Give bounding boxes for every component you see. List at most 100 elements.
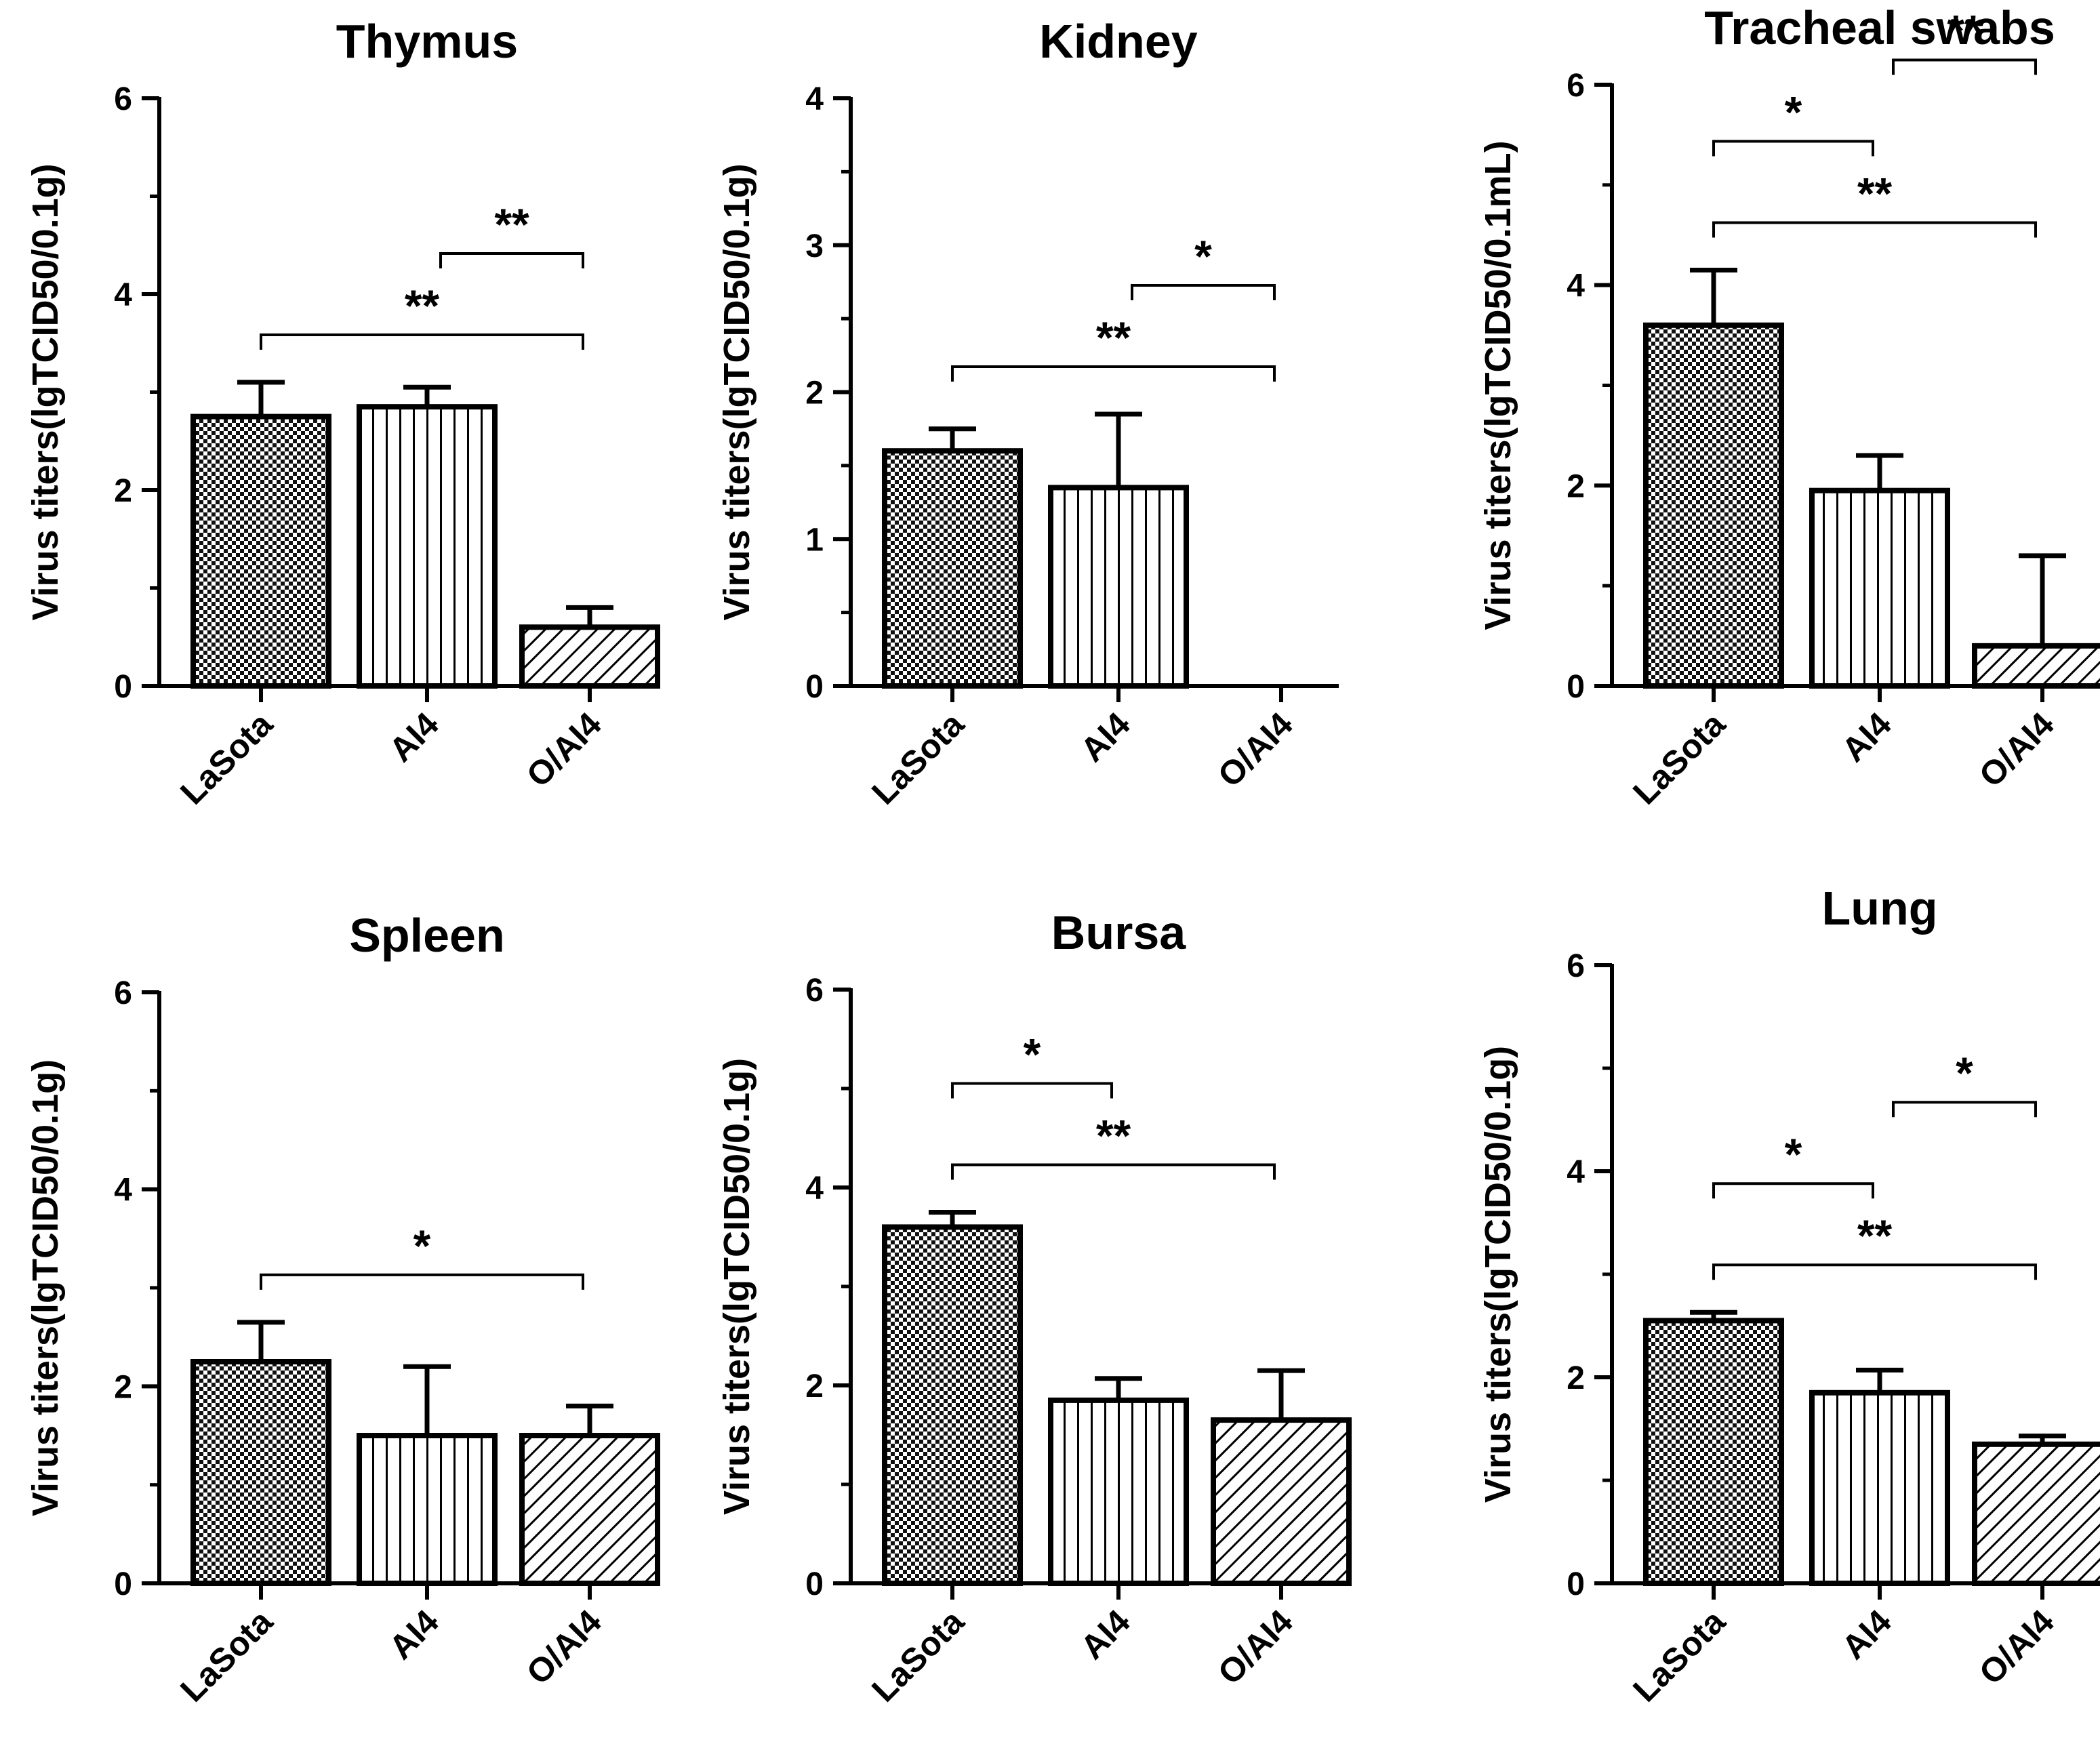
significance-label: * [1024, 1030, 1041, 1080]
y-axis-label: Virus titers(lgTCID50/0.1g) [716, 1058, 757, 1515]
bar [190, 1359, 331, 1586]
significance-label: * [1785, 87, 1802, 137]
significance-bracket [1712, 221, 2037, 238]
significance-bracket [1892, 1101, 2037, 1118]
significance-bracket [1712, 1182, 1874, 1199]
bar [882, 448, 1023, 689]
category-label: AI4 [382, 1602, 446, 1667]
chart-panel: Thymus Virus titers(lgTCID50/0.1g) 0 2 4 6 LaS… [25, 15, 660, 812]
significance-bracket [439, 252, 584, 269]
bar [1809, 487, 1950, 689]
chart-panel: Bursa Virus titers(lgTCID50/0.1g) 0 2 4 6 LaSo… [716, 906, 1352, 1709]
chart-title: Thymus [336, 15, 518, 68]
significance-label: ** [1857, 168, 1893, 218]
y-tick-label: 0 [805, 1566, 824, 1602]
y-tick-label: 4 [114, 277, 132, 313]
bar [1048, 485, 1189, 689]
significance-bracket [1892, 58, 2037, 75]
y-tick-label: 4 [1567, 268, 1585, 304]
chart-panel: Kidney Virus titers(lgTCID50/0.1g) 0 1 2 3 4 La… [716, 15, 1339, 812]
significance-label: ** [405, 281, 440, 331]
category-label: AI4 [382, 705, 446, 769]
chart-panel: Spleen Virus titers(lgTCID50/0.1g) 0 2 4 6 LaS… [25, 909, 660, 1709]
bar [519, 624, 660, 689]
bar [1048, 1397, 1189, 1586]
category-label: O/AI4 [1972, 1602, 2061, 1692]
y-tick-label: 0 [805, 669, 824, 705]
bar [519, 1433, 660, 1586]
significance-bracket [951, 1163, 1276, 1180]
category-label: LaSota [864, 704, 971, 811]
category-label: O/AI4 [519, 1602, 609, 1692]
y-axis-label: Virus titers(lgTCID50/0.1g) [25, 163, 66, 620]
significance-label: * [1785, 1129, 1802, 1179]
significance-bracket [260, 333, 584, 350]
category-label: LaSota [173, 704, 280, 811]
y-axis-label: Virus titers(lgTCID50/0.1g) [1478, 1046, 1518, 1503]
y-tick-label: 4 [805, 81, 824, 117]
y-tick-label: 2 [1567, 1360, 1585, 1396]
category-label: LaSota [864, 1602, 971, 1709]
y-axis-label: Virus titers(lgTCID50/0.1g) [25, 1059, 66, 1516]
y-tick-label: 6 [805, 973, 824, 1009]
chart-title: Bursa [1051, 906, 1186, 959]
y-axis-label: Virus titers(lgTCID50/0.1g) [716, 163, 757, 620]
significance-bracket [1712, 140, 1874, 157]
y-tick-label: 3 [805, 228, 824, 264]
y-tick-label: 4 [805, 1171, 824, 1206]
y-tick-label: 2 [114, 473, 132, 509]
category-label: O/AI4 [1972, 705, 2061, 794]
y-tick-label: 6 [114, 81, 132, 117]
category-label: AI4 [1073, 705, 1137, 769]
chart-title: Spleen [349, 909, 505, 962]
significance-bracket [951, 1082, 1113, 1099]
bar [357, 404, 498, 689]
chart-panel: Lung Virus titers(lgTCID50/0.1g) 0 2 4 6 LaSot… [1478, 882, 2100, 1709]
y-tick-label: 0 [1567, 669, 1585, 705]
chart-panel: Tracheal swabs Virus titers(lgTCID50/0.1m… [1478, 1, 2100, 812]
bar [1809, 1389, 1950, 1587]
category-label: LaSota [1626, 1602, 1733, 1709]
y-tick-label: 1 [805, 522, 824, 558]
y-tick-label: 0 [114, 669, 132, 705]
significance-label: ** [1947, 5, 1982, 56]
bar [1972, 1441, 2100, 1587]
bar [882, 1224, 1023, 1586]
significance-label: * [413, 1221, 431, 1271]
y-axis-label: Virus titers(lgTCID50/0.1mL) [1478, 140, 1518, 630]
chart-title: Tracheal swabs [1704, 1, 2055, 54]
bar [190, 413, 331, 689]
significance-bracket [951, 365, 1276, 382]
y-tick-label: 6 [1567, 68, 1585, 104]
significance-bracket [260, 1273, 584, 1290]
category-label: LaSota [1626, 704, 1733, 811]
y-tick-label: 6 [114, 975, 132, 1011]
bar [1972, 643, 2100, 689]
significance-bracket [1131, 284, 1276, 301]
y-tick-label: 4 [1567, 1154, 1585, 1190]
y-tick-label: 2 [1567, 468, 1585, 504]
category-label: O/AI4 [519, 705, 609, 794]
y-tick-label: 0 [1567, 1566, 1585, 1602]
bar [1211, 1417, 1352, 1587]
chart-title: Lung [1821, 882, 1937, 935]
y-tick-label: 2 [805, 1368, 824, 1404]
category-label: O/AI4 [1211, 705, 1300, 794]
category-label: AI4 [1073, 1602, 1137, 1667]
y-tick-label: 2 [114, 1369, 132, 1405]
category-label: AI4 [1834, 1602, 1899, 1667]
bar [1643, 322, 1784, 689]
significance-label: ** [1096, 1111, 1131, 1161]
category-label: LaSota [173, 1602, 280, 1709]
significance-label: ** [1096, 312, 1131, 363]
significance-label: * [1956, 1048, 1973, 1098]
y-tick-label: 6 [1567, 948, 1585, 984]
significance-label: ** [1857, 1211, 1893, 1261]
significance-label: ** [494, 199, 529, 249]
chart-title: Kidney [1039, 15, 1197, 68]
y-tick-label: 2 [805, 375, 824, 411]
y-tick-label: 4 [114, 1173, 132, 1209]
category-label: O/AI4 [1211, 1602, 1300, 1692]
bar [1643, 1318, 1784, 1587]
